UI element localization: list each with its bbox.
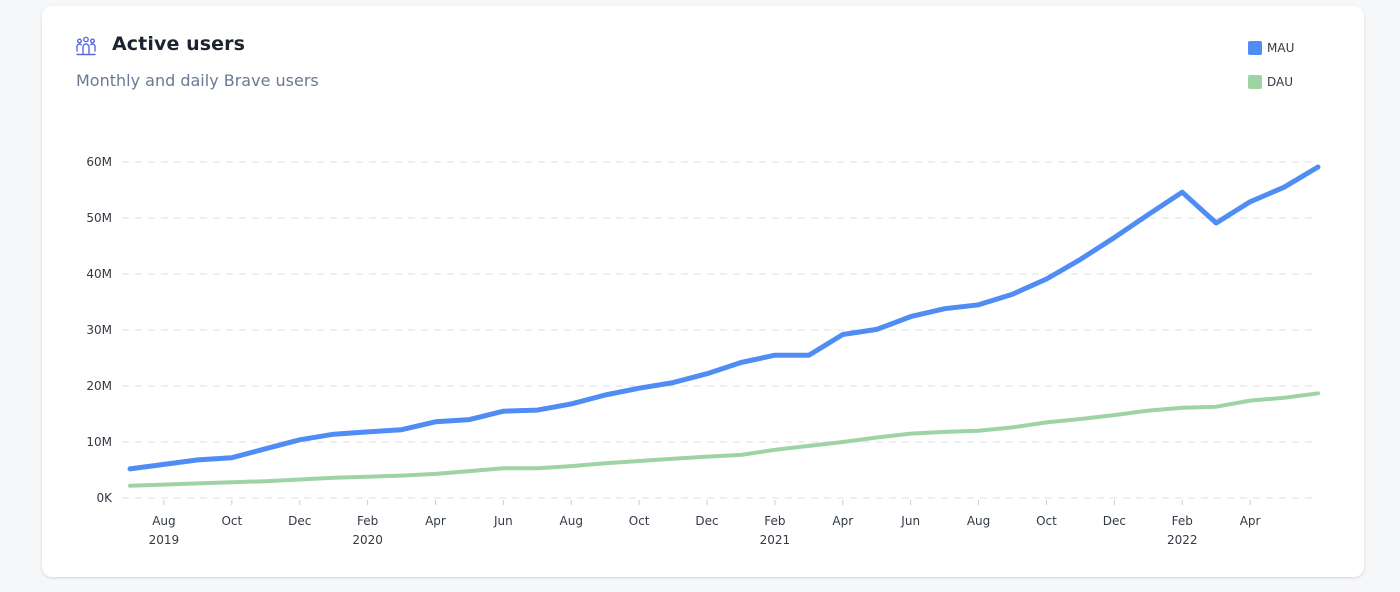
series-line-dau [128, 391, 1320, 488]
x-axis: Aug 2019 Oct Dec Feb 2020 Apr Jun Aug Oct Dec Feb 20… [149, 500, 1261, 547]
x-tick-label: Feb [357, 514, 378, 528]
chart-legend: MAU DAU [1248, 40, 1294, 108]
x-tick-label: Dec [695, 514, 718, 528]
users-group-icon [76, 36, 96, 56]
y-tick-label: 40M [86, 267, 112, 281]
grid-lines [122, 161, 1318, 499]
x-year-label: 2022 [1167, 533, 1198, 547]
x-tick-label: Apr [1240, 514, 1261, 528]
series-lines [127, 164, 1321, 488]
x-tick-label: Feb [1172, 514, 1193, 528]
series-line-mau [127, 164, 1321, 472]
y-tick-label: 10M [86, 435, 112, 449]
legend-item-dau[interactable]: DAU [1248, 74, 1294, 90]
x-tick-label: Oct [629, 514, 650, 528]
legend-swatch-mau [1248, 41, 1262, 55]
chart-subtitle: Monthly and daily Brave users [76, 71, 319, 90]
x-year-label: 2021 [760, 533, 791, 547]
legend-swatch-dau [1248, 75, 1262, 89]
legend-item-mau[interactable]: MAU [1248, 40, 1294, 56]
y-tick-label: 30M [86, 323, 112, 337]
y-axis: 0K 10M 20M 30M 40M 50M 60M [86, 155, 113, 505]
legend-label-mau: MAU [1267, 41, 1295, 55]
y-tick-label: 50M [86, 211, 112, 225]
x-tick-label: Aug [560, 514, 583, 528]
x-tick-label: Aug [152, 514, 175, 528]
x-tick-label: Apr [425, 514, 446, 528]
x-tick-label: Dec [1103, 514, 1126, 528]
x-tick-label: Oct [1036, 514, 1057, 528]
legend-label-dau: DAU [1267, 75, 1294, 89]
y-tick-label: 20M [86, 379, 112, 393]
chart-title: Active users [112, 33, 246, 55]
y-tick-label: 0K [96, 491, 113, 505]
x-year-label: 2020 [352, 533, 383, 547]
x-tick-label: Aug [967, 514, 990, 528]
x-year-label: 2019 [149, 533, 180, 547]
y-tick-label: 60M [86, 155, 112, 169]
x-tick-label: Jun [493, 514, 513, 528]
x-tick-label: Oct [221, 514, 242, 528]
x-tick-label: Apr [832, 514, 853, 528]
x-tick-label: Dec [288, 514, 311, 528]
x-tick-label: Feb [764, 514, 785, 528]
x-tick-label: Jun [900, 514, 920, 528]
